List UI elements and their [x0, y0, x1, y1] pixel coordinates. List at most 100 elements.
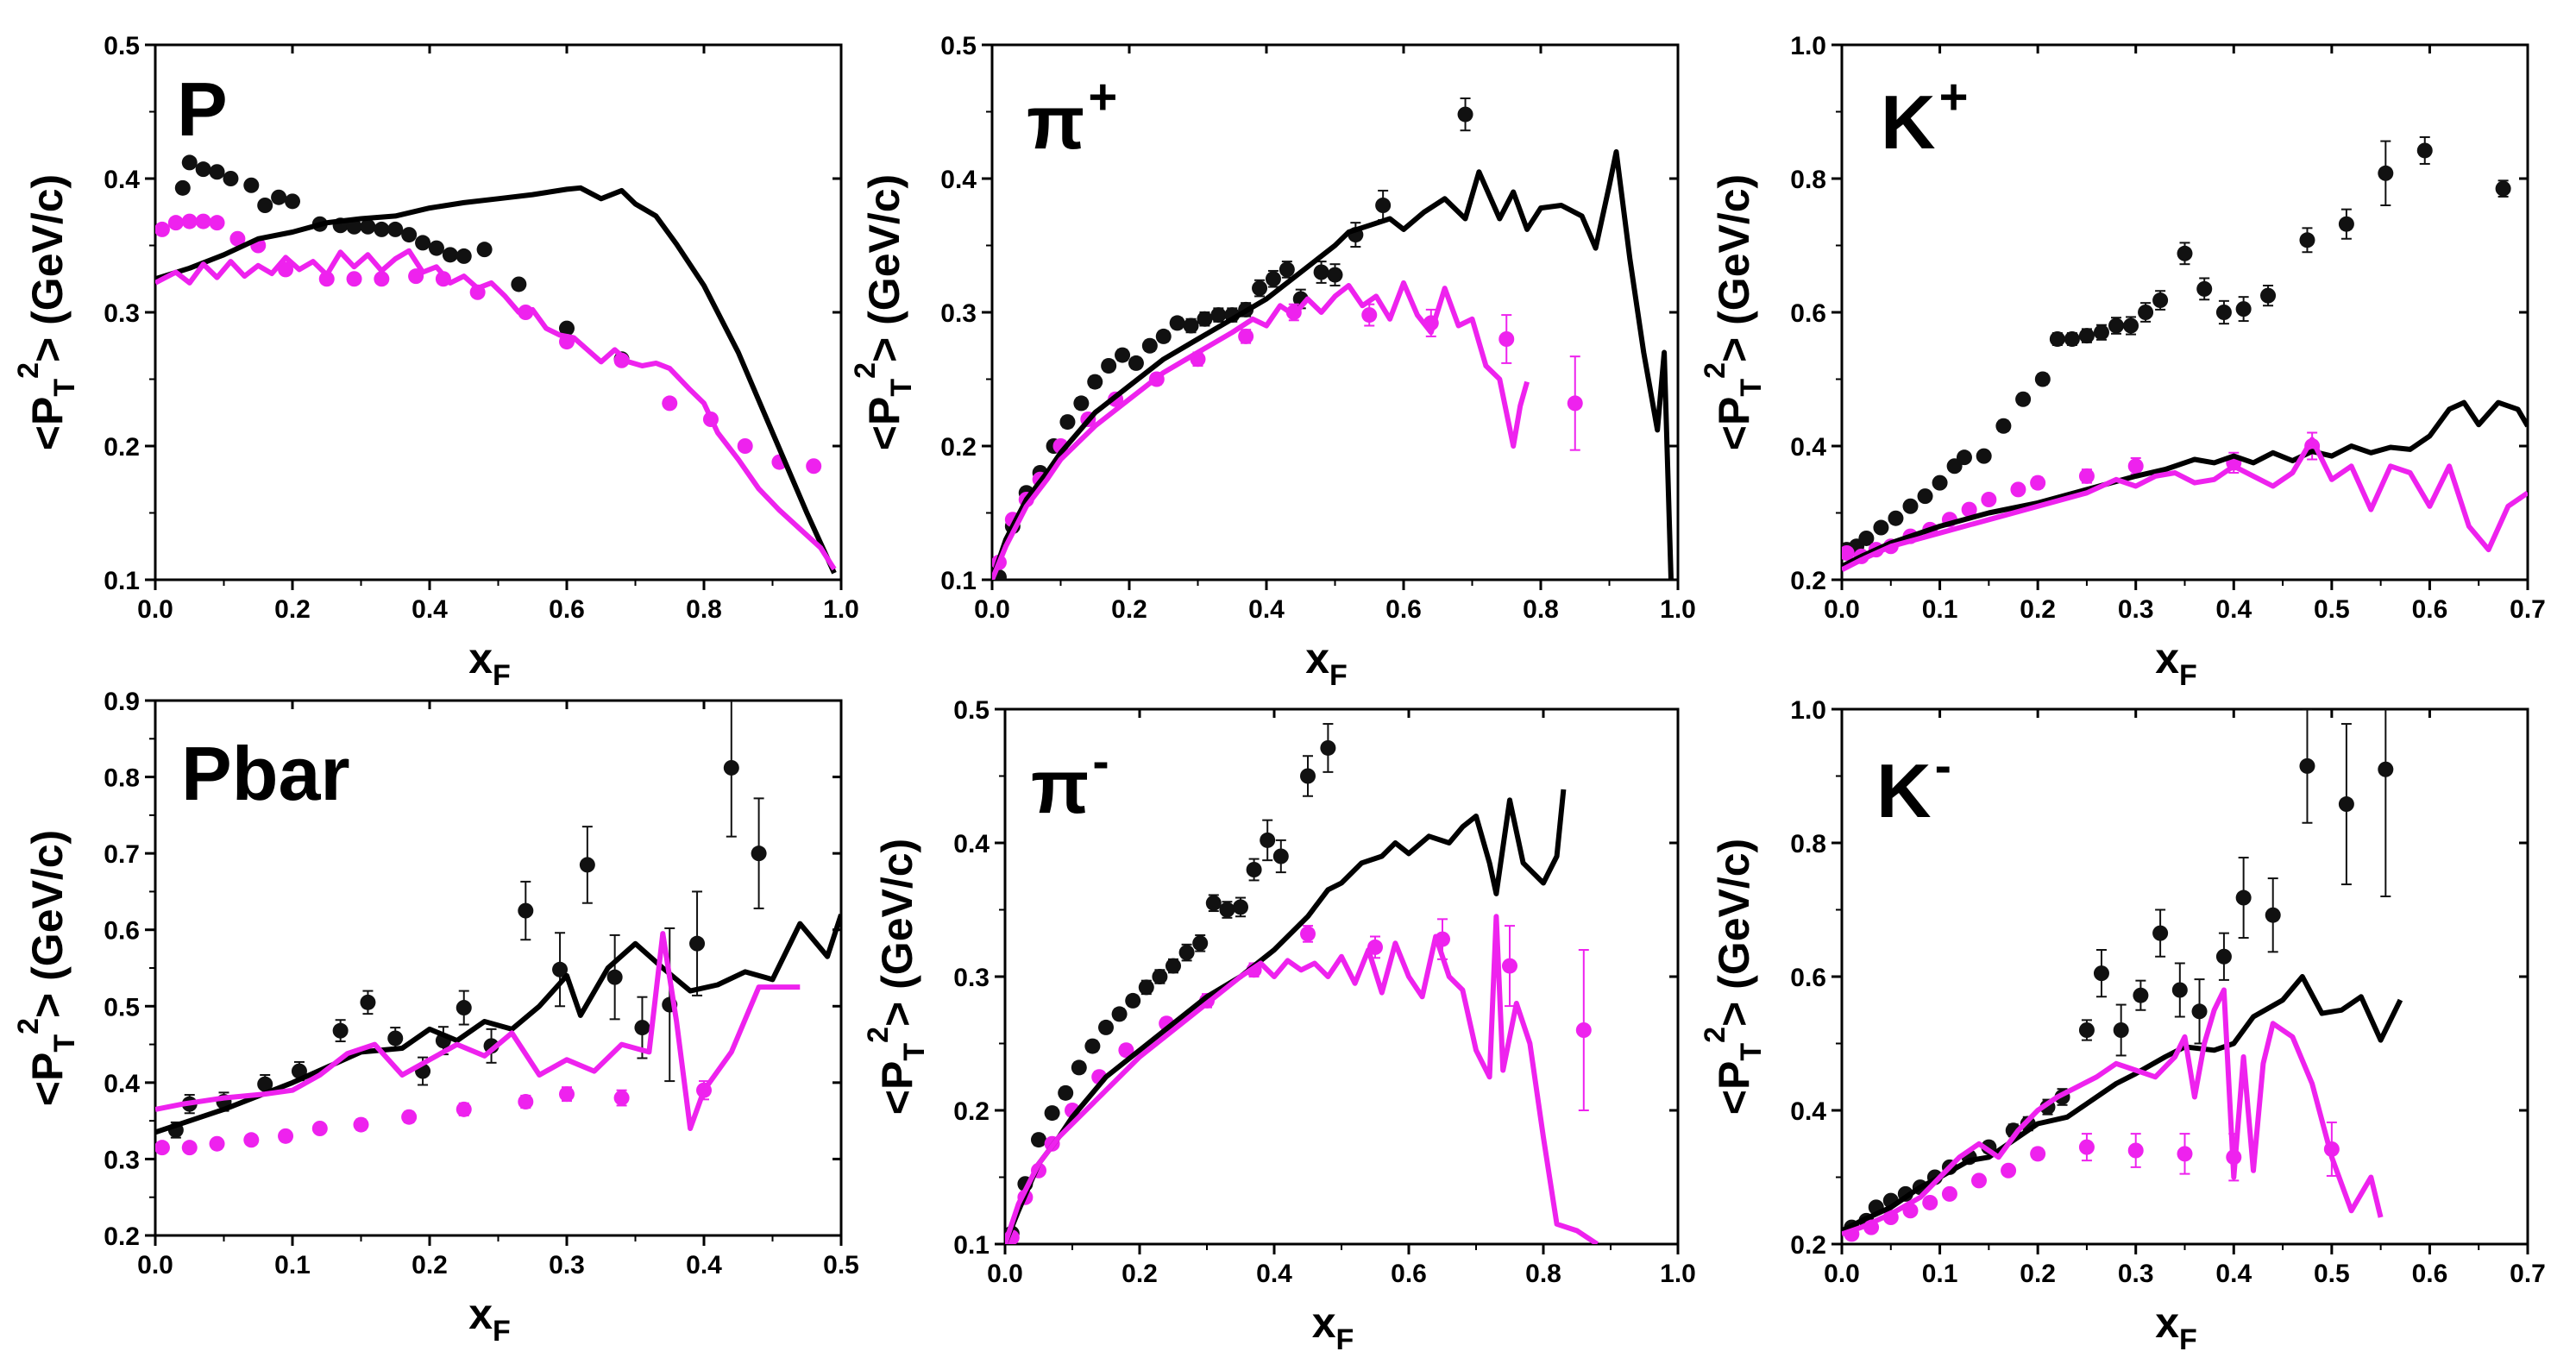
data-point-black [2495, 180, 2511, 197]
data-point-black [518, 902, 534, 919]
x-tick-label: 0.0 [137, 1251, 173, 1279]
y-tick-label: 1.0 [1790, 696, 1826, 725]
data-point-black [1183, 317, 1199, 334]
data-point-black [1265, 271, 1281, 287]
data-point-black [1917, 488, 1933, 505]
x-tick-label: 0.0 [974, 595, 1010, 624]
data-point-black [442, 247, 458, 263]
model-line-magenta [155, 931, 801, 1131]
data-point-magenta [1575, 1022, 1592, 1038]
data-point-black [2378, 165, 2394, 181]
y-tick-label: 0.4 [1790, 433, 1826, 462]
x-tick-label: 0.4 [2215, 1260, 2252, 1288]
data-point-black [428, 240, 444, 256]
data-point-black [401, 227, 418, 243]
data-point-black [1995, 418, 2012, 434]
particle-label-sup: - [1092, 733, 1109, 789]
data-point-black [285, 193, 300, 210]
data-point-black [2078, 328, 2095, 344]
model-line-black [1842, 399, 2528, 569]
y-axis-label-sup: 2 [12, 362, 45, 379]
y-axis-label-sub: T [1735, 1043, 1768, 1061]
y-axis-label-group: <PT2> (GeV/c) [1699, 839, 1768, 1115]
x-tick-label: 0.4 [2215, 595, 2252, 624]
data-point-magenta [2030, 475, 2046, 491]
particle-label: π- [1031, 733, 1109, 829]
data-point-black [2299, 757, 2315, 774]
particle-label-sup: + [1088, 69, 1117, 125]
data-point-magenta [1498, 331, 1515, 347]
x-tick-label: 0.1 [1922, 1260, 1958, 1288]
data-point-black [174, 179, 191, 196]
data-point-magenta [737, 438, 753, 454]
y-tick-label: 0.3 [940, 299, 977, 328]
data-point-black [2049, 331, 2065, 347]
y-tick-label: 0.2 [104, 433, 140, 462]
data-point-black [2133, 987, 2149, 1003]
data-point-black [1260, 832, 1276, 848]
data-point-black [1932, 475, 1948, 491]
particle-label-sup: + [1939, 69, 1969, 125]
x-tick-label: 0.6 [549, 595, 585, 624]
data-point-black [1327, 267, 1343, 283]
data-point-black [1071, 1059, 1087, 1076]
data-point-magenta [1502, 958, 1517, 974]
data-point-magenta [353, 1116, 369, 1133]
particle-label: π+ [1027, 69, 1117, 165]
data-point-black [271, 189, 287, 205]
data-point-black [1111, 1006, 1128, 1022]
data-point-black [1976, 448, 1992, 464]
data-point-black [1087, 374, 1103, 390]
data-point-black [552, 961, 569, 977]
particle-label-sup: - [1935, 738, 1951, 794]
y-axis-label-rest: > (GeV/c) [1710, 174, 1758, 362]
y-axis-label-open: <P [1710, 397, 1758, 451]
data-point-magenta [662, 395, 678, 412]
data-point-black [1902, 498, 1919, 514]
x-axis-label-sub: F [1336, 1323, 1354, 1356]
y-axis-label-rest: > (GeV/c) [860, 174, 908, 362]
data-point-black [579, 857, 595, 873]
y-tick-label: 0.4 [1790, 1097, 1826, 1126]
x-axis-label: xF [1312, 1298, 1354, 1356]
data-point-black [1873, 519, 1889, 536]
data-point-black [1115, 347, 1131, 363]
data-point-black [476, 242, 493, 258]
x-axis-label: xF [468, 634, 511, 692]
data-point-black [332, 1022, 349, 1039]
x-tick-label: 0.4 [1256, 1260, 1292, 1288]
data-point-black [1252, 280, 1268, 297]
data-point-magenta [559, 1086, 575, 1103]
y-tick-label: 0.2 [940, 433, 977, 462]
data-point-black [360, 218, 376, 235]
data-point-black [2338, 796, 2354, 813]
x-tick-label: 0.1 [274, 1251, 311, 1279]
data-point-black [2113, 1022, 2129, 1038]
x-tick-label: 0.6 [2412, 595, 2448, 624]
x-axis-label: xF [2155, 634, 2197, 692]
x-tick-label: 0.3 [2118, 1260, 2154, 1288]
data-point-magenta [167, 215, 184, 231]
model-line-black [155, 914, 841, 1135]
series-group [155, 154, 837, 575]
y-tick-label: 0.3 [953, 964, 990, 992]
x-tick-label: 1.0 [823, 595, 859, 624]
y-tick-label: 0.5 [104, 32, 140, 60]
plot-frame [990, 43, 1680, 581]
y-tick-label: 0.5 [953, 696, 990, 725]
x-tick-label: 0.0 [1824, 595, 1860, 624]
data-point-black [2093, 324, 2109, 341]
data-point-black [1320, 739, 1336, 756]
data-point-black [2078, 1022, 2095, 1038]
x-tick-label: 1.0 [1660, 595, 1696, 624]
y-tick-label: 0.7 [104, 840, 140, 869]
y-tick-label: 0.4 [104, 1070, 140, 1098]
y-tick-label: 0.2 [953, 1097, 990, 1126]
data-point-black [181, 154, 198, 171]
data-point-magenta [155, 221, 170, 237]
y-tick-label: 0.8 [1790, 830, 1826, 858]
data-point-black [1457, 106, 1473, 123]
model-line-magenta [1005, 914, 1599, 1244]
y-tick-label: 0.4 [940, 166, 977, 194]
y-axis-label-group: <PT2> (GeV/c) [12, 830, 81, 1106]
